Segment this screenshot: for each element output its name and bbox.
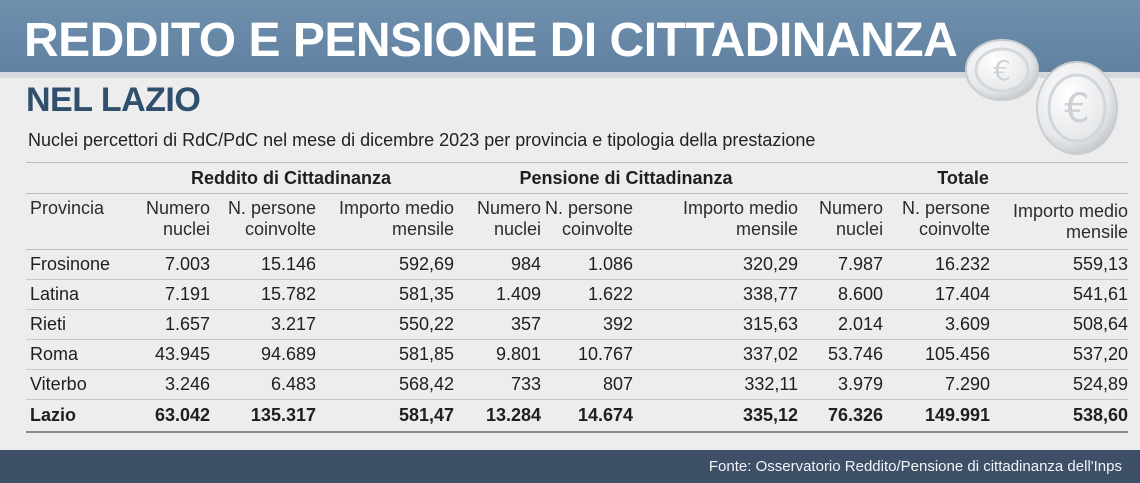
table-cell: 357 (454, 309, 542, 340)
table-cell: 1.409 (454, 279, 542, 310)
group-header-row: Reddito di Cittadinanza Pensione di Citt… (26, 162, 1129, 194)
table-cell: 13.284 (454, 399, 542, 433)
group-header-empty (26, 162, 128, 194)
table-cell: 16.232 (883, 249, 991, 280)
table-cell: Frosinone (26, 249, 128, 280)
table-cell: 733 (454, 369, 542, 400)
group-header-rdc: Reddito di Cittadinanza (128, 162, 455, 194)
table-cell: Latina (26, 279, 128, 310)
table-cell: 320,29 (633, 249, 799, 280)
table-cell: 592,69 (316, 249, 455, 280)
table-cell: 538,60 (990, 399, 1129, 433)
table-cell: 807 (541, 369, 634, 400)
table-cell: 338,77 (633, 279, 799, 310)
table-cell: 335,12 (633, 399, 799, 433)
table-row: Roma 43.945 94.689 581,85 9.801 10.767 3… (26, 339, 1129, 370)
table-cell: 3.609 (883, 309, 991, 340)
table-cell: 337,02 (633, 339, 799, 370)
table-cell: 135.317 (210, 399, 316, 433)
footer-bar: Fonte: Osservatorio Reddito/Pensione di … (0, 450, 1140, 483)
svg-text:€: € (1064, 86, 1089, 132)
data-table-container: Reddito di Cittadinanza Pensione di Citt… (26, 162, 1129, 433)
page-subtitle: NEL LAZIO (26, 81, 201, 119)
euro-coin-icon: € € (965, 39, 1118, 155)
column-header: Numero nuclei (798, 193, 884, 250)
title-band (0, 0, 1140, 78)
table-cell: 1.657 (128, 309, 210, 340)
table-cell: 392 (541, 309, 634, 340)
table-cell: 17.404 (883, 279, 991, 310)
table-cell: 94.689 (210, 339, 316, 370)
table-cell: 984 (454, 249, 542, 280)
table-row: Latina 7.191 15.782 581,35 1.409 1.622 3… (26, 279, 1129, 310)
table-cell: 559,13 (990, 249, 1129, 280)
table-cell: Lazio (26, 399, 128, 433)
column-header: Importo medio mensile (316, 193, 455, 250)
column-header: Numero nuclei (128, 193, 210, 250)
table-cell: 10.767 (541, 339, 634, 370)
column-header-row: Provincia Numero nuclei N. persone coinvol… (26, 193, 1129, 250)
table-cell: 7.290 (883, 369, 991, 400)
table-cell: 149.991 (883, 399, 991, 433)
table-cell: 43.945 (128, 339, 210, 370)
table-cell: 6.483 (210, 369, 316, 400)
table-cell: 581,35 (316, 279, 455, 310)
data-table: Reddito di Cittadinanza Pensione di Citt… (26, 162, 1129, 433)
column-header: Provincia (26, 193, 128, 250)
table-cell: 1.086 (541, 249, 634, 280)
table-cell: 3.217 (210, 309, 316, 340)
table-cell: 9.801 (454, 339, 542, 370)
table-cell: 1.622 (541, 279, 634, 310)
total-row: Lazio 63.042 135.317 581,47 13.284 14.67… (26, 399, 1129, 433)
table-cell: 541,61 (990, 279, 1129, 310)
source-credit: Fonte: Osservatorio Reddito/Pensione di … (708, 458, 1122, 475)
table-cell: 315,63 (633, 309, 799, 340)
table-cell: 53.746 (798, 339, 884, 370)
table-cell: 14.674 (541, 399, 634, 433)
table-row: Viterbo 3.246 6.483 568,42 733 807 332,1… (26, 369, 1129, 400)
table-cell: 76.326 (798, 399, 884, 433)
table-cell: 2.014 (798, 309, 884, 340)
column-header: N. persone coinvolte (883, 193, 991, 250)
table-cell: 63.042 (128, 399, 210, 433)
table-cell: 524,89 (990, 369, 1129, 400)
table-cell: 7.191 (128, 279, 210, 310)
table-cell: 550,22 (316, 309, 455, 340)
table-cell: 581,85 (316, 339, 455, 370)
table-cell: Roma (26, 339, 128, 370)
table-row: Frosinone 7.003 15.146 592,69 984 1.086 … (26, 249, 1129, 280)
table-cell: 7.987 (798, 249, 884, 280)
table-cell: Viterbo (26, 369, 128, 400)
column-header: N. persone coinvolte (210, 193, 316, 250)
table-cell: 568,42 (316, 369, 455, 400)
table-cell: 508,64 (990, 309, 1129, 340)
table-cell: 15.782 (210, 279, 316, 310)
table-cell: 7.003 (128, 249, 210, 280)
table-cell: 105.456 (883, 339, 991, 370)
column-header: Importo medio mensile (990, 193, 1129, 250)
table-cell: 581,47 (316, 399, 455, 433)
table-cell: 3.246 (128, 369, 210, 400)
table-cell: 3.979 (798, 369, 884, 400)
svg-text:€: € (993, 54, 1011, 87)
title-band-stripe (0, 72, 1140, 78)
column-header: Importo medio mensile (633, 193, 799, 250)
page-title: REDDITO E PENSIONE DI CITTADINANZA (24, 14, 958, 67)
table-cell: 8.600 (798, 279, 884, 310)
table-cell: 15.146 (210, 249, 316, 280)
table-cell: Rieti (26, 309, 128, 340)
table-row: Rieti 1.657 3.217 550,22 357 392 315,63 … (26, 309, 1129, 340)
table-body: Frosinone 7.003 15.146 592,69 984 1.086 … (26, 249, 1129, 433)
column-header: Numero nuclei (454, 193, 542, 250)
column-header: N. persone coinvolte (541, 193, 634, 250)
group-header-pdc: Pensione di Cittadinanza (454, 162, 799, 194)
table-description: Nuclei percettori di RdC/PdC nel mese di… (28, 130, 816, 150)
group-header-totale: Totale (798, 162, 1129, 194)
table-cell: 537,20 (990, 339, 1129, 370)
table-cell: 332,11 (633, 369, 799, 400)
